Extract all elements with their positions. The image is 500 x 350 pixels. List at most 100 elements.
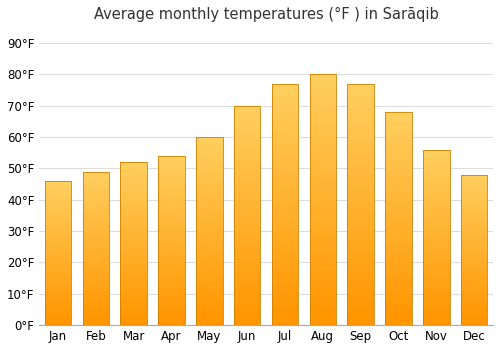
Bar (423, 308, 450, 312)
Bar (82, 256, 109, 260)
Bar (45, 311, 72, 314)
Bar (423, 149, 450, 154)
Bar (45, 217, 72, 220)
Bar (234, 232, 260, 237)
Bar (461, 288, 487, 291)
Bar (461, 194, 487, 197)
Bar (120, 228, 147, 231)
Bar (348, 241, 374, 247)
Bar (45, 199, 72, 203)
Bar (461, 182, 487, 186)
Bar (158, 283, 185, 287)
Bar (423, 198, 450, 202)
Bar (234, 155, 260, 161)
Bar (272, 168, 298, 174)
Bar (461, 175, 487, 178)
Bar (82, 283, 109, 287)
Bar (272, 283, 298, 289)
Bar (423, 264, 450, 268)
Bar (196, 255, 222, 259)
Bar (82, 302, 109, 306)
Bar (158, 186, 185, 190)
Bar (386, 256, 411, 261)
Bar (348, 204, 374, 210)
Bar (120, 236, 147, 240)
Bar (310, 212, 336, 219)
Bar (272, 319, 298, 325)
Bar (348, 132, 374, 138)
Bar (158, 249, 185, 253)
Bar (461, 246, 487, 250)
Title: Average monthly temperatures (°F ) in Sarāqib: Average monthly temperatures (°F ) in Sa… (94, 7, 438, 22)
Bar (196, 297, 222, 302)
Bar (348, 295, 374, 301)
Bar (461, 197, 487, 201)
Bar (348, 126, 374, 132)
Bar (120, 191, 147, 195)
Bar (272, 223, 298, 229)
Bar (386, 299, 411, 304)
Bar (310, 306, 336, 313)
Bar (196, 321, 222, 325)
Bar (120, 252, 147, 256)
Bar (310, 288, 336, 294)
Bar (348, 283, 374, 289)
Bar (310, 219, 336, 225)
Bar (272, 301, 298, 307)
Bar (120, 203, 147, 207)
Bar (461, 243, 487, 246)
Bar (82, 294, 109, 298)
Bar (196, 222, 222, 226)
Bar (386, 267, 411, 272)
Bar (348, 259, 374, 265)
Bar (423, 224, 450, 229)
Bar (310, 300, 336, 306)
Bar (386, 251, 411, 256)
Bar (461, 231, 487, 235)
Bar (120, 301, 147, 305)
Bar (310, 162, 336, 168)
Bar (386, 304, 411, 309)
Bar (196, 316, 222, 321)
Bar (158, 266, 185, 270)
Bar (386, 139, 411, 144)
Bar (82, 314, 109, 317)
Bar (461, 239, 487, 243)
Bar (45, 228, 72, 231)
Bar (348, 210, 374, 217)
Bar (158, 215, 185, 219)
Bar (310, 175, 336, 181)
Bar (158, 198, 185, 202)
Bar (158, 313, 185, 317)
Bar (158, 308, 185, 313)
Bar (461, 228, 487, 231)
Bar (461, 314, 487, 318)
Bar (82, 225, 109, 229)
Bar (234, 188, 260, 194)
Bar (82, 267, 109, 271)
Bar (386, 155, 411, 160)
Bar (310, 149, 336, 156)
Bar (310, 313, 336, 319)
Bar (82, 206, 109, 210)
Bar (348, 277, 374, 283)
Bar (120, 162, 147, 166)
Bar (120, 240, 147, 244)
Bar (82, 275, 109, 279)
Bar (348, 307, 374, 313)
Bar (82, 317, 109, 321)
Bar (45, 246, 72, 250)
Bar (82, 222, 109, 225)
Bar (348, 289, 374, 295)
Bar (310, 194, 336, 200)
Bar (196, 208, 222, 212)
Bar (234, 303, 260, 309)
Bar (234, 106, 260, 111)
Bar (386, 181, 411, 187)
Bar (386, 293, 411, 299)
Bar (45, 264, 72, 267)
Bar (386, 112, 411, 117)
Bar (348, 168, 374, 174)
Bar (386, 176, 411, 181)
Bar (386, 208, 411, 213)
